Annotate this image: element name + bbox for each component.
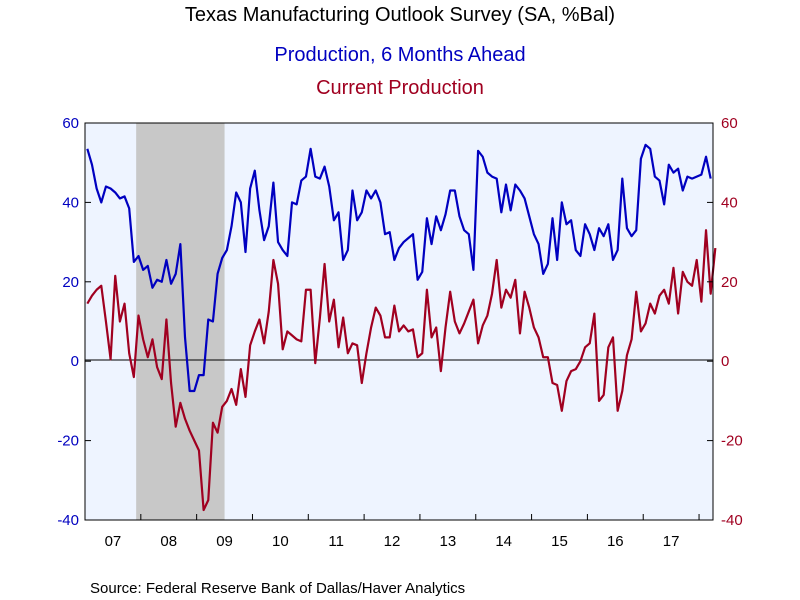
right-axis-tick-label: -20 xyxy=(721,433,743,450)
chart-subtitle-current-production: Current Production xyxy=(316,77,484,99)
chart-title: Texas Manufacturing Outlook Survey (SA, … xyxy=(185,4,615,26)
x-axis-tick-label: 12 xyxy=(384,533,401,550)
x-axis-tick-label: 10 xyxy=(272,533,289,550)
x-axis-tick-label: 15 xyxy=(551,533,568,550)
right-axis-tick-label: 40 xyxy=(721,194,738,211)
left-axis-tick-label: 0 xyxy=(71,353,79,370)
x-axis-tick-label: 16 xyxy=(607,533,624,550)
left-axis: 60 40 20 0 -20 -40 xyxy=(57,115,91,529)
chart-subtitle-production-ahead: Production, 6 Months Ahead xyxy=(274,44,525,66)
x-axis-tick-label: 13 xyxy=(440,533,457,550)
left-axis-tick-label: -20 xyxy=(57,433,79,450)
x-axis-tick-label: 08 xyxy=(160,533,177,550)
left-axis-tick-label: 40 xyxy=(62,194,79,211)
left-axis-tick-label: 60 xyxy=(62,115,79,132)
recession-band xyxy=(136,123,225,520)
x-axis-tick-label: 14 xyxy=(495,533,512,550)
right-axis-tick-label: -40 xyxy=(721,512,743,529)
x-axis-tick-label: 07 xyxy=(105,533,122,550)
right-axis-tick-label: 60 xyxy=(721,115,738,132)
series-line-production-6-months-ahead xyxy=(86,143,712,393)
x-axis-tick-label: 17 xyxy=(663,533,680,550)
x-axis-tick-label: 11 xyxy=(328,533,344,550)
left-axis-tick-label: 20 xyxy=(62,274,79,291)
series-layer xyxy=(86,143,717,512)
x-axis: 07 08 09 10 11 12 13 14 15 16 17 xyxy=(84,514,700,550)
series-line-current-production xyxy=(86,229,717,512)
right-axis-tick-label: 20 xyxy=(721,274,738,291)
left-axis-tick-label: -40 xyxy=(57,512,79,529)
x-axis-tick-label: 09 xyxy=(216,533,233,550)
recession-layer xyxy=(136,123,225,520)
right-axis: 60 40 20 0 -20 -40 xyxy=(707,115,743,529)
right-axis-tick-label: 0 xyxy=(721,353,729,370)
plot-frame xyxy=(84,122,714,521)
source-note: Source: Federal Reserve Bank of Dallas/H… xyxy=(90,580,465,597)
